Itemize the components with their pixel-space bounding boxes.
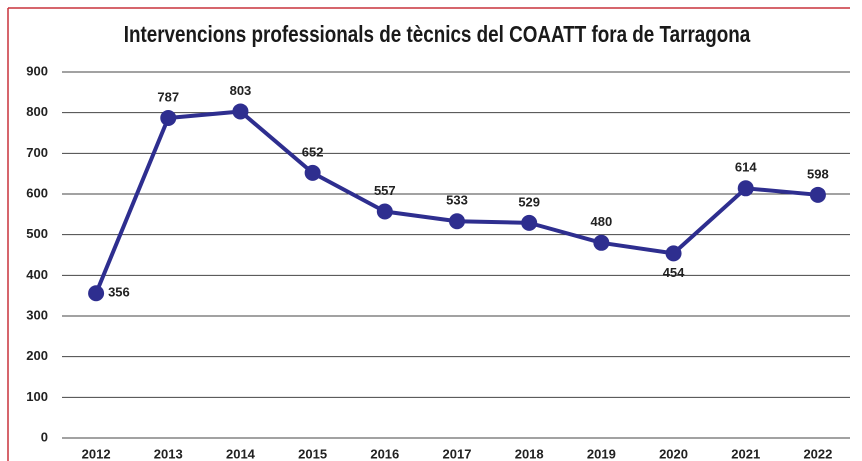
y-tick-label: 300 [26, 307, 48, 322]
data-label: 787 [157, 89, 179, 104]
data-label: 803 [230, 83, 252, 98]
y-tick-label: 700 [26, 145, 48, 160]
marker [232, 103, 249, 120]
marker [665, 245, 682, 262]
chart-title: Intervencions professionals de tècnics d… [124, 22, 751, 47]
data-label: 614 [735, 160, 757, 175]
x-tick-label: 2022 [803, 446, 832, 461]
marker [737, 180, 754, 197]
marker [88, 285, 105, 302]
marker [160, 109, 177, 126]
y-tick-label: 200 [26, 348, 48, 363]
data-label: 557 [374, 183, 396, 198]
marker [304, 164, 321, 181]
x-tick-label: 2013 [154, 446, 183, 461]
y-tick-label: 600 [26, 185, 48, 200]
marker [521, 214, 538, 231]
y-tick-label: 800 [26, 104, 48, 119]
data-label: 652 [302, 144, 324, 159]
x-tick-label: 2012 [82, 446, 111, 461]
x-tick-label: 2020 [659, 446, 688, 461]
y-tick-label: 100 [26, 389, 48, 404]
data-label: 454 [663, 265, 685, 280]
y-tick-label: 0 [41, 429, 48, 444]
data-label: 356 [108, 285, 130, 300]
data-label: 480 [591, 214, 613, 229]
x-tick-label: 2018 [515, 446, 544, 461]
data-label: 598 [807, 166, 829, 181]
x-tick-label: 2014 [226, 446, 256, 461]
x-tick-label: 2021 [731, 446, 760, 461]
x-tick-label: 2017 [443, 446, 472, 461]
marker [809, 186, 826, 203]
x-tick-label: 2016 [370, 446, 399, 461]
x-tick-label: 2015 [298, 446, 327, 461]
y-tick-label: 900 [26, 63, 48, 78]
data-label: 533 [446, 193, 468, 208]
y-tick-label: 400 [26, 267, 48, 282]
marker [376, 203, 393, 220]
y-tick-label: 500 [26, 226, 48, 241]
data-label: 529 [518, 194, 540, 209]
marker [449, 213, 465, 230]
marker [593, 234, 610, 251]
x-tick-label: 2019 [587, 446, 616, 461]
